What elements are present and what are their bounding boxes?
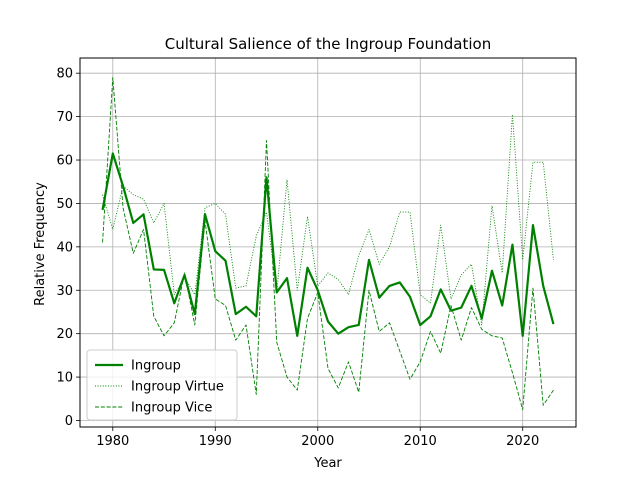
y-tick-label: 40 xyxy=(56,240,73,255)
y-axis-label: Relative Frequency xyxy=(33,182,48,306)
x-axis: 1980 1990 2000 2010 2020 xyxy=(96,427,539,449)
series-lines xyxy=(101,77,555,411)
y-tick-label: 0 xyxy=(65,414,73,429)
grid xyxy=(80,58,576,427)
y-axis: 0 10 20 30 40 50 60 70 80 xyxy=(56,67,80,429)
series-line-ingroup xyxy=(101,152,555,337)
y-tick-label: 80 xyxy=(56,67,73,82)
legend-label-ingroup-vice: Ingroup Vice xyxy=(131,401,212,416)
x-tick-label: 1990 xyxy=(199,434,232,449)
x-axis-label: Year xyxy=(313,456,342,471)
x-tick-label: 1980 xyxy=(96,434,129,449)
series-line-ingroup-virtue xyxy=(102,113,554,326)
x-tick-label: 2020 xyxy=(506,434,539,449)
legend-box xyxy=(86,349,238,421)
y-tick-label: 60 xyxy=(56,154,73,169)
x-tick-label: 2000 xyxy=(301,434,334,449)
y-tick-label: 20 xyxy=(56,327,73,342)
y-tick-label: 70 xyxy=(56,110,73,125)
chart-title: Cultural Salience of the Ingroup Foundat… xyxy=(165,35,491,53)
y-tick-label: 10 xyxy=(56,371,73,386)
legend-label-ingroup-virtue: Ingroup Virtue xyxy=(131,380,224,395)
legend-label-ingroup: Ingroup xyxy=(131,359,181,374)
series-line-ingroup-vice xyxy=(102,77,554,411)
y-tick-label: 30 xyxy=(56,284,73,299)
x-tick-label: 2010 xyxy=(404,434,437,449)
y-tick-label: 50 xyxy=(56,197,73,212)
plot-frame xyxy=(79,57,577,428)
legend: Ingroup Ingroup Virtue Ingroup Vice xyxy=(86,349,238,421)
